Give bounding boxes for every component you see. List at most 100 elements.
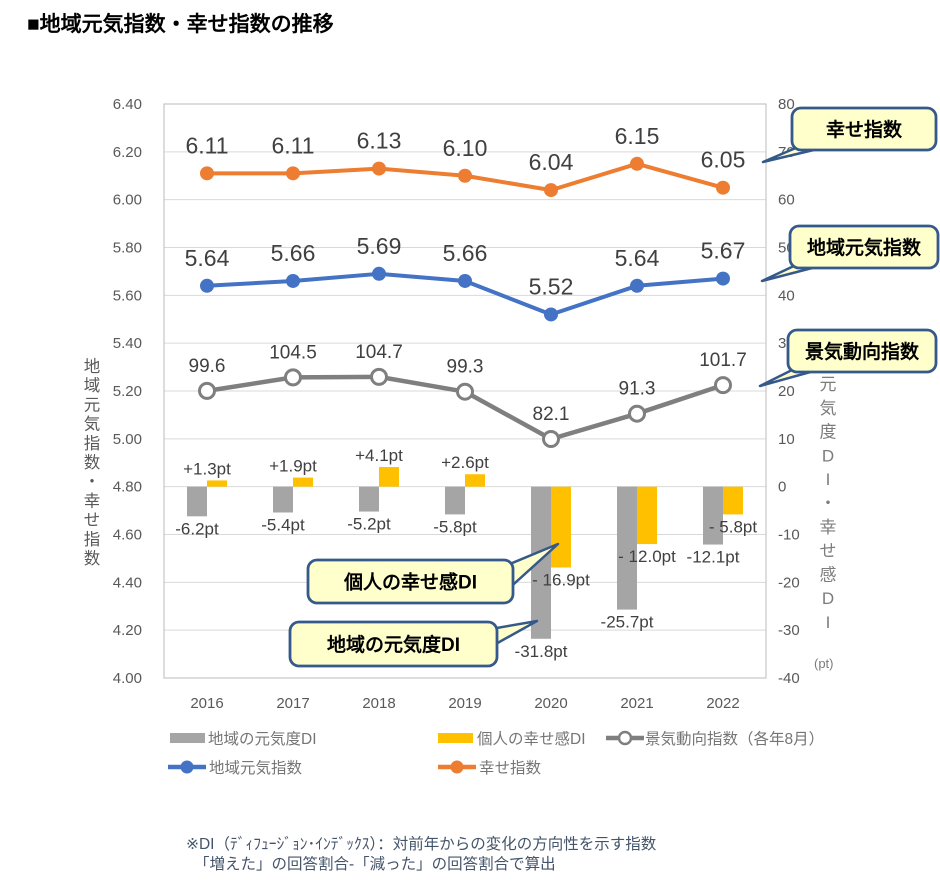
callout-label-keiki-doko-shisu: 景気動向指数 <box>805 340 920 363</box>
keiki-doko-shisu-value-label: 99.6 <box>189 356 226 377</box>
chiiki-genkido-di-bar <box>445 486 465 515</box>
chiiki-genkido-di-label: -5.2pt <box>347 515 391 534</box>
chiiki-genki-shisu-marker <box>200 278 214 293</box>
footnote-line-2: 「増えた」の回答割合-「減った」の回答割合で算出 <box>194 856 556 873</box>
shiawase-shisu-value-label: 6.10 <box>443 135 488 161</box>
keiki-doko-shisu-value-label: 104.7 <box>355 342 403 363</box>
legend-label-kojin-shiawase-di: 個人の幸せ感DI <box>477 730 586 748</box>
kojin-shiawase-di-bar <box>379 467 399 487</box>
left-axis-title: ・ <box>84 473 101 491</box>
x-tick-label: 2017 <box>276 695 309 712</box>
shiawase-shisu-marker <box>544 183 558 198</box>
shiawase-shisu-marker <box>458 168 472 183</box>
right-axis-title: ・ <box>820 494 837 513</box>
legend-swatch-kojin-shiawase-di <box>438 733 473 743</box>
x-tick-label: 2016 <box>190 695 223 712</box>
left-axis-title: 気 <box>84 415 101 434</box>
chiiki-genkido-di-bar <box>703 486 723 545</box>
y-left-tick-label: 6.40 <box>113 96 142 113</box>
x-tick-label: 2019 <box>448 695 481 712</box>
left-axis-title: 数 <box>84 453 101 472</box>
kojin-shiawase-di-label: - 16.9pt <box>532 571 590 590</box>
callout-label-shiawase-shisu: 幸せ指数 <box>826 118 903 141</box>
left-axis-title: 指 <box>84 530 101 549</box>
right-axis-title: せ <box>820 542 837 561</box>
shiawase-shisu-value-label: 6.15 <box>615 123 660 149</box>
y-left-tick-label: 4.00 <box>113 670 142 687</box>
left-axis-title: せ <box>84 512 101 530</box>
keiki-doko-shisu-marker <box>628 404 646 423</box>
kojin-shiawase-di-label: +1.9pt <box>269 457 317 476</box>
left-axis-title: 地 <box>84 357 101 376</box>
y-right-tick-label: 10 <box>778 431 795 448</box>
keiki-doko-shisu-marker <box>714 376 732 395</box>
kojin-shiawase-di-label: - 5.8pt <box>709 517 757 536</box>
chiiki-genki-shisu-value-label: 5.66 <box>443 240 488 266</box>
callout-box-chiiki-genki-shisu <box>788 224 940 270</box>
kojin-shiawase-di-label: +2.6pt <box>441 453 489 472</box>
keiki-doko-shisu-value-label: 82.1 <box>533 404 570 425</box>
left-axis-title: 数 <box>84 549 101 568</box>
y-left-tick-label: 4.40 <box>113 574 142 591</box>
chiiki-genkido-di-bar <box>187 486 207 517</box>
legend-label-keiki-doko-shisu: 景気動向指数（各年8月） <box>645 730 824 748</box>
chiiki-genkido-di-label: -5.4pt <box>261 515 305 534</box>
chiiki-genkido-di-bar <box>359 486 379 512</box>
callout-box-kojin-shiawase-di <box>306 558 515 605</box>
callout-label-chiiki-genki-shisu: 地域元気指数 <box>807 236 922 259</box>
y-left-tick-label: 5.40 <box>113 335 142 352</box>
right-axis-title: 度 <box>820 423 837 442</box>
chiiki-genki-shisu-value-label: 5.66 <box>271 240 316 266</box>
keiki-doko-shisu-marker <box>198 381 216 400</box>
chiiki-genkido-di-bar <box>273 486 293 513</box>
y-left-tick-label: 5.20 <box>113 383 142 400</box>
shiawase-shisu-value-label: 6.11 <box>271 132 314 158</box>
y-right-tick-label: 20 <box>778 383 795 400</box>
chiiki-genkido-di-bar <box>531 486 551 639</box>
keiki-doko-shisu-value-label: 101.7 <box>699 350 747 371</box>
right-axis-title: I <box>826 470 831 489</box>
shiawase-shisu-value-label: 6.04 <box>529 149 574 175</box>
shiawase-shisu-marker <box>200 166 214 181</box>
y-right-tick-label: -30 <box>778 622 800 639</box>
y-left-tick-label: 4.20 <box>113 622 142 639</box>
y-right-tick-label: 60 <box>778 192 795 209</box>
callout-box-shiawase-shisu <box>790 106 938 152</box>
plot-border <box>163 103 767 679</box>
x-tick-label: 2018 <box>362 695 395 712</box>
x-tick-label: 2020 <box>534 695 567 712</box>
kojin-shiawase-di-bar <box>637 486 657 545</box>
chiiki-genki-shisu-marker <box>458 273 472 288</box>
keiki-doko-shisu-value-label: 104.5 <box>269 342 317 363</box>
y-left-tick-label: 5.60 <box>113 287 142 304</box>
y-right-tick-label: -40 <box>778 670 800 687</box>
y-left-tick-label: 6.00 <box>113 192 142 209</box>
chiiki-genki-shisu-marker <box>544 307 558 322</box>
legend-label-shiawase-shisu: 幸せ指数 <box>479 759 542 777</box>
shiawase-shisu-marker <box>630 156 644 171</box>
y-right-tick-label: -10 <box>778 527 800 544</box>
chiiki-genkido-di-label: -25.7pt <box>601 613 654 632</box>
shiawase-shisu-value-label: 6.11 <box>185 132 228 158</box>
keiki-doko-shisu-value-label: 99.3 <box>447 357 484 378</box>
y-left-tick-label: 5.00 <box>113 431 142 448</box>
chiiki-genki-shisu-marker <box>286 273 300 288</box>
legend-marker-chiiki-genki-shisu <box>180 760 194 774</box>
kojin-shiawase-di-label: - 12.0pt <box>618 547 676 566</box>
legend-label-chiiki-genkido-di: 地域の元気度DI <box>208 730 317 748</box>
keiki-doko-shisu-marker <box>370 367 388 386</box>
x-tick-label: 2021 <box>620 695 653 712</box>
kojin-shiawase-di-bar <box>207 480 227 487</box>
y-right-tick-label: 40 <box>778 287 795 304</box>
y-right-tick-label: 80 <box>778 96 795 113</box>
kojin-shiawase-di-bar <box>723 486 743 515</box>
x-tick-label: 2022 <box>706 695 739 712</box>
callout-label-kojin-shiawase-di: 個人の幸せ感DI <box>343 571 477 594</box>
right-axis-title: 元 <box>820 375 837 394</box>
right-axis-unit: (pt) <box>814 656 834 671</box>
right-axis-title: D <box>822 589 834 608</box>
shiawase-shisu-marker <box>372 161 386 176</box>
chiiki-genki-shisu-value-label: 5.52 <box>529 273 574 299</box>
keiki-doko-shisu-value-label: 91.3 <box>619 379 656 400</box>
